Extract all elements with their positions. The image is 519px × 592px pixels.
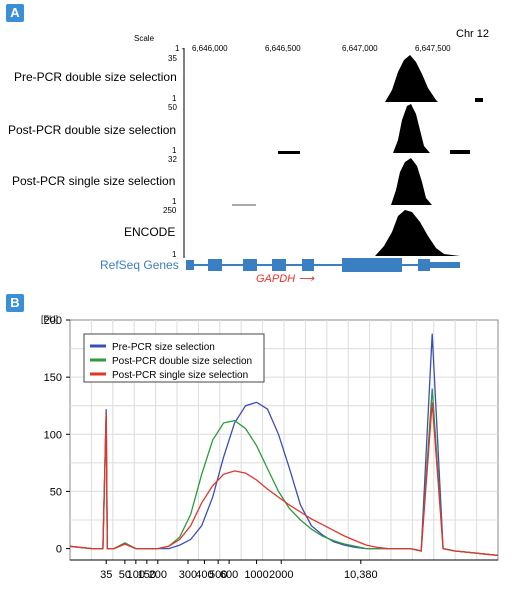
track-1-minor-peak (475, 98, 483, 102)
gene-exon-4 (272, 259, 286, 271)
x-tick-label: 500 (209, 569, 227, 581)
track-1-min: 1 (172, 94, 177, 103)
y-tick-label: 0 (56, 544, 62, 556)
track-4-peak (375, 210, 460, 256)
gene-exon-3 (243, 259, 257, 271)
gene-exon-1 (186, 260, 194, 270)
x-tick-label: 150 (138, 569, 156, 581)
track-label-post-pcr-double: Post-PCR double size selection (8, 123, 177, 137)
track-1-max: 35 (168, 54, 177, 63)
track-1-peak (385, 55, 438, 102)
x-tick-label: 35 (100, 569, 112, 581)
series-line-3 (69, 402, 499, 557)
gene-exon-8 (430, 262, 460, 268)
track-2-max: 50 (168, 103, 177, 112)
legend-label-1: Pre-PCR size selection (112, 342, 215, 353)
scale-tick-1: 1 - (175, 44, 185, 53)
genome-tick-2: 6,646,500 (265, 44, 301, 53)
gene-exon-2 (208, 259, 222, 271)
x-tick-label: 1000 (244, 569, 268, 581)
x-tick-label: 600 (220, 569, 238, 581)
gene-exon-6 (342, 258, 402, 272)
y-tick-label: 100 (44, 429, 62, 441)
track-label-encode: ENCODE (124, 225, 176, 239)
gene-direction-arrow: ⟶ (298, 273, 314, 285)
track-2-min: 1 (172, 146, 177, 155)
track-label-post-pcr-single: Post-PCR single size selection (12, 174, 176, 188)
legend-label-2: Post-PCR double size selection (112, 356, 252, 367)
track-3-max: 32 (168, 155, 177, 164)
legend-box (83, 333, 265, 383)
gene-name: GAPDH (256, 273, 296, 285)
genome-tick-1: 6,646,000 (192, 44, 228, 53)
x-tick-label: 300 (179, 569, 197, 581)
track-2-minor-peak-a (278, 151, 300, 154)
y-axis-label: [FU] (41, 314, 58, 324)
track-3-peak (391, 158, 432, 205)
track-2-minor-peak-b (450, 150, 470, 154)
x-tick-label: 10,380 (344, 569, 378, 581)
scale-label: Scale (134, 34, 155, 43)
chromosome-label: Chr 12 (456, 28, 490, 40)
genome-browser-tracks (183, 48, 483, 272)
gene-exon-5 (302, 259, 314, 271)
genome-tick-4: 6,647,500 (415, 44, 451, 53)
track-3-min: 1 (172, 197, 177, 206)
y-tick-label: 50 (50, 486, 62, 498)
genome-tick-3: 6,647,000 (342, 44, 378, 53)
panel-b-badge: B (6, 294, 24, 312)
y-tick-label: 150 (44, 372, 62, 384)
panel-a-badge: A (6, 4, 24, 22)
track-4-min: 1 (172, 250, 177, 259)
gene-exon-7 (418, 259, 430, 271)
x-tick-label: 100 (127, 569, 145, 581)
legend-label-3: Post-PCR single size selection (112, 370, 248, 381)
x-tick-label: 200 (149, 569, 167, 581)
refseq-genes-label: RefSeq Genes (100, 258, 179, 272)
x-tick-label: 400 (195, 569, 213, 581)
y-tick-label: 200 (44, 315, 62, 327)
track-4-max: 250 (163, 206, 177, 215)
x-tick-label: 50 (119, 569, 131, 581)
gene-name-label: GAPDH ⟶ (256, 272, 314, 285)
track-2-peak (393, 104, 430, 153)
track-label-pre-pcr-double: Pre-PCR double size selection (14, 70, 177, 84)
x-tick-label: 2000 (269, 569, 293, 581)
